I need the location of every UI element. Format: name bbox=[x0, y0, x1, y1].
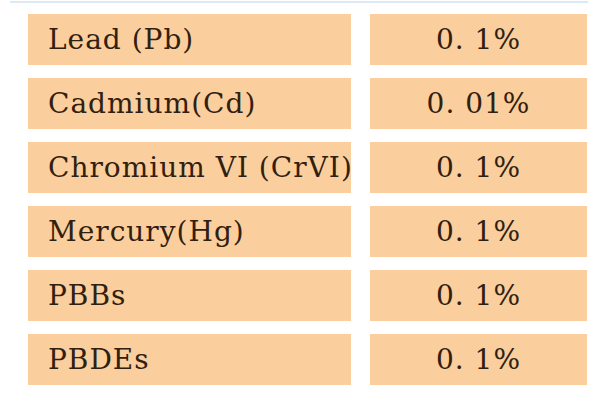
substance-cell: PBBs bbox=[28, 270, 351, 321]
substance-label: Lead (Pb) bbox=[48, 23, 194, 56]
limit-value: 0. 1% bbox=[436, 151, 521, 184]
limit-cell: 0. 1% bbox=[370, 142, 587, 193]
rohs-limits-table-page: Lead (Pb) 0. 1% Cadmium(Cd) 0. 01% Chrom… bbox=[0, 0, 616, 401]
table-row: Cadmium(Cd) 0. 01% bbox=[28, 78, 587, 129]
substance-limit-table: Lead (Pb) 0. 1% Cadmium(Cd) 0. 01% Chrom… bbox=[28, 14, 587, 385]
substance-label: Mercury(Hg) bbox=[48, 215, 245, 248]
limit-value: 0. 1% bbox=[436, 215, 521, 248]
limit-cell: 0. 1% bbox=[370, 206, 587, 257]
top-divider-line bbox=[10, 1, 588, 3]
substance-label: Cadmium(Cd) bbox=[48, 87, 256, 120]
substance-label: PBBs bbox=[48, 279, 126, 312]
table-row: Chromium VI (CrVI) 0. 1% bbox=[28, 142, 587, 193]
substance-cell: Mercury(Hg) bbox=[28, 206, 351, 257]
substance-cell: Lead (Pb) bbox=[28, 14, 351, 65]
limit-cell: 0. 01% bbox=[370, 78, 587, 129]
limit-value: 0. 1% bbox=[436, 343, 521, 376]
table-row: Mercury(Hg) 0. 1% bbox=[28, 206, 587, 257]
limit-cell: 0. 1% bbox=[370, 334, 587, 385]
table-row: Lead (Pb) 0. 1% bbox=[28, 14, 587, 65]
table-row: PBBs 0. 1% bbox=[28, 270, 587, 321]
substance-cell: Chromium VI (CrVI) bbox=[28, 142, 351, 193]
limit-value: 0. 01% bbox=[427, 87, 531, 120]
limit-value: 0. 1% bbox=[436, 23, 521, 56]
table-row: PBDEs 0. 1% bbox=[28, 334, 587, 385]
substance-label: Chromium VI (CrVI) bbox=[48, 151, 353, 184]
limit-cell: 0. 1% bbox=[370, 270, 587, 321]
substance-label: PBDEs bbox=[48, 343, 150, 376]
limit-value: 0. 1% bbox=[436, 279, 521, 312]
limit-cell: 0. 1% bbox=[370, 14, 587, 65]
substance-cell: Cadmium(Cd) bbox=[28, 78, 351, 129]
substance-cell: PBDEs bbox=[28, 334, 351, 385]
